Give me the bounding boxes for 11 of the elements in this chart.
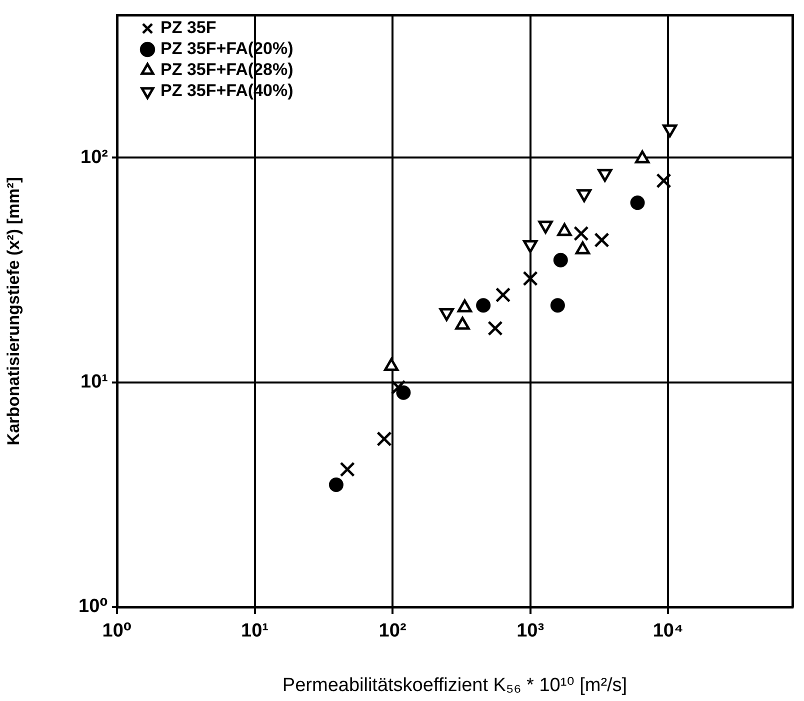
y-tick-label: 10² — [80, 146, 108, 168]
y-tick-label: 10¹ — [80, 372, 108, 393]
x-tick-label: 10⁴ — [652, 620, 684, 642]
x-tick-label: 10² — [378, 620, 406, 642]
x-tick-label: 10¹ — [241, 620, 269, 642]
x-axis-title: Permeabilitätskoeffizient K₅₆ * 10¹⁰ [m²/s] — [282, 674, 628, 696]
x-tick-label: 10³ — [516, 620, 544, 642]
y-axis-title: Karbonatisierungstiefe (x²) [mm²] — [4, 177, 23, 446]
legend-label: PZ 35F — [160, 18, 216, 38]
y-tick-label: 10⁰ — [78, 596, 108, 618]
x-tick-label: 10⁰ — [102, 620, 132, 642]
